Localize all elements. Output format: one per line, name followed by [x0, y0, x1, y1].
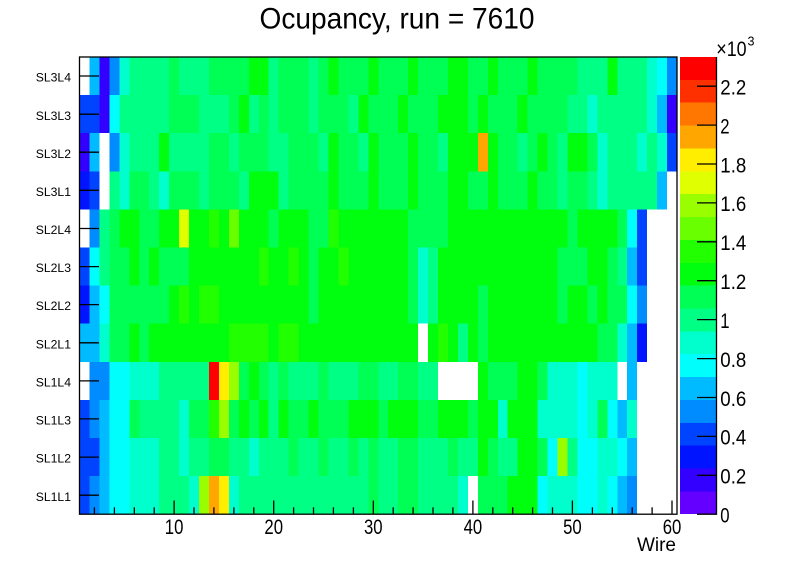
- svg-text:×10: ×10: [716, 38, 746, 61]
- svg-text:2.2: 2.2: [720, 77, 746, 100]
- svg-text:10: 10: [165, 516, 184, 539]
- svg-text:SL2L4: SL2L4: [36, 223, 71, 237]
- svg-text:0.8: 0.8: [720, 349, 746, 372]
- svg-text:1.2: 1.2: [720, 271, 746, 294]
- svg-text:SL2L1: SL2L1: [36, 337, 71, 351]
- svg-text:SL3L1: SL3L1: [36, 185, 71, 199]
- svg-text:0.4: 0.4: [720, 427, 746, 450]
- svg-text:1.8: 1.8: [720, 154, 746, 177]
- svg-text:3: 3: [748, 34, 755, 48]
- svg-text:SL1L3: SL1L3: [36, 414, 71, 428]
- svg-text:SL3L4: SL3L4: [36, 71, 71, 85]
- svg-text:1: 1: [720, 310, 729, 333]
- svg-text:Ocupancy, run = 7610: Ocupancy, run = 7610: [260, 3, 535, 35]
- svg-text:40: 40: [464, 516, 483, 539]
- svg-text:0.6: 0.6: [720, 388, 746, 411]
- svg-text:SL2L3: SL2L3: [36, 261, 71, 275]
- svg-text:50: 50: [563, 516, 582, 539]
- svg-text:SL1L4: SL1L4: [36, 376, 71, 390]
- svg-text:SL1L1: SL1L1: [36, 490, 71, 504]
- svg-text:0: 0: [720, 505, 729, 528]
- svg-text:60: 60: [663, 516, 682, 539]
- svg-text:Wire: Wire: [637, 535, 676, 556]
- svg-text:20: 20: [264, 516, 283, 539]
- svg-text:SL3L2: SL3L2: [36, 147, 71, 161]
- svg-text:1.6: 1.6: [720, 193, 746, 216]
- svg-text:30: 30: [364, 516, 383, 539]
- svg-text:SL2L2: SL2L2: [36, 299, 71, 313]
- svg-text:1.4: 1.4: [720, 232, 746, 255]
- svg-text:SL3L3: SL3L3: [36, 109, 71, 123]
- svg-text:0.2: 0.2: [720, 466, 746, 489]
- svg-text:2: 2: [720, 115, 729, 138]
- svg-text:SL1L2: SL1L2: [36, 452, 71, 466]
